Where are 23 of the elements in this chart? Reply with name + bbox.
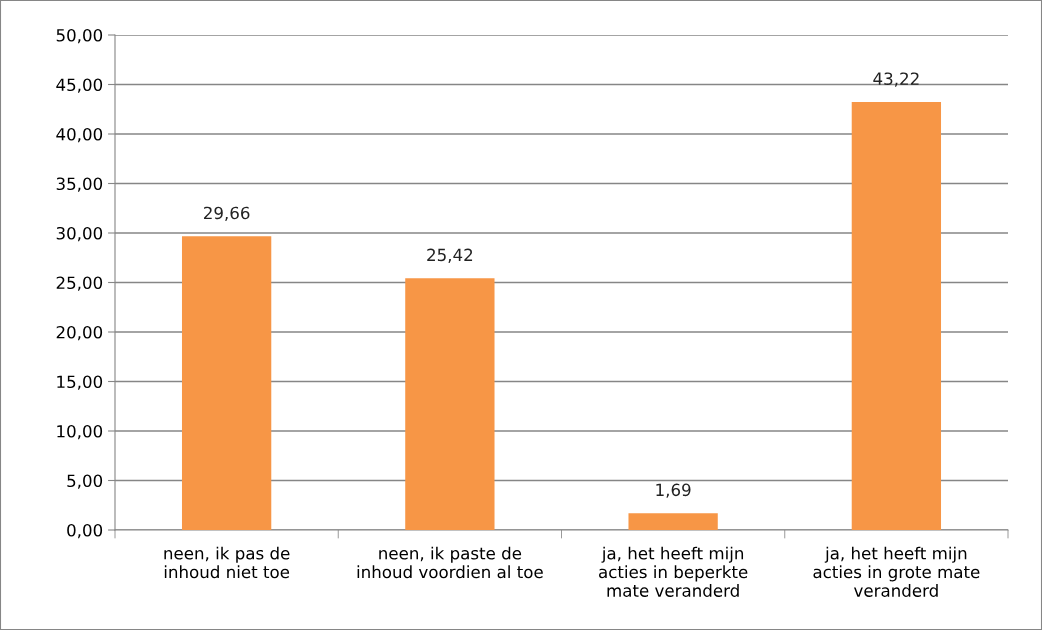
x-tick-label: neen, ik pas de inhoud niet toe xyxy=(164,546,290,579)
y-tick-label: 5,00 xyxy=(67,474,103,489)
y-tick-label: 0,00 xyxy=(67,523,103,539)
y-tick-label: 50,00 xyxy=(56,28,103,44)
y-tick-label: 30,00 xyxy=(56,226,103,242)
y-tick-label: 35,00 xyxy=(56,177,103,192)
y-tick-label: 25,00 xyxy=(56,276,103,291)
bar xyxy=(405,278,495,530)
x-tick-label: ja, het heeft mijn acties in beperkte mate veranderd xyxy=(599,546,748,597)
bar xyxy=(181,236,272,530)
y-tick-label: 45,00 xyxy=(56,78,103,93)
y-tick-label: 10,00 xyxy=(57,424,103,440)
data-label: 43,22 xyxy=(873,72,919,87)
x-tick-label: neen, ik paste de inhoud voordien al toe xyxy=(357,546,543,579)
bar xyxy=(851,102,942,530)
x-tick-label: ja, het heeft mijn acties in grote mate veranderd xyxy=(813,546,980,597)
y-tick-label: 20,00 xyxy=(56,325,103,341)
data-label: 25,42 xyxy=(427,248,473,263)
data-label: 29,66 xyxy=(203,206,250,221)
bar xyxy=(628,513,718,530)
y-tick-label: 15,00 xyxy=(57,375,103,390)
y-tick-label: 40,00 xyxy=(56,127,103,143)
data-label: 1,69 xyxy=(656,483,691,498)
